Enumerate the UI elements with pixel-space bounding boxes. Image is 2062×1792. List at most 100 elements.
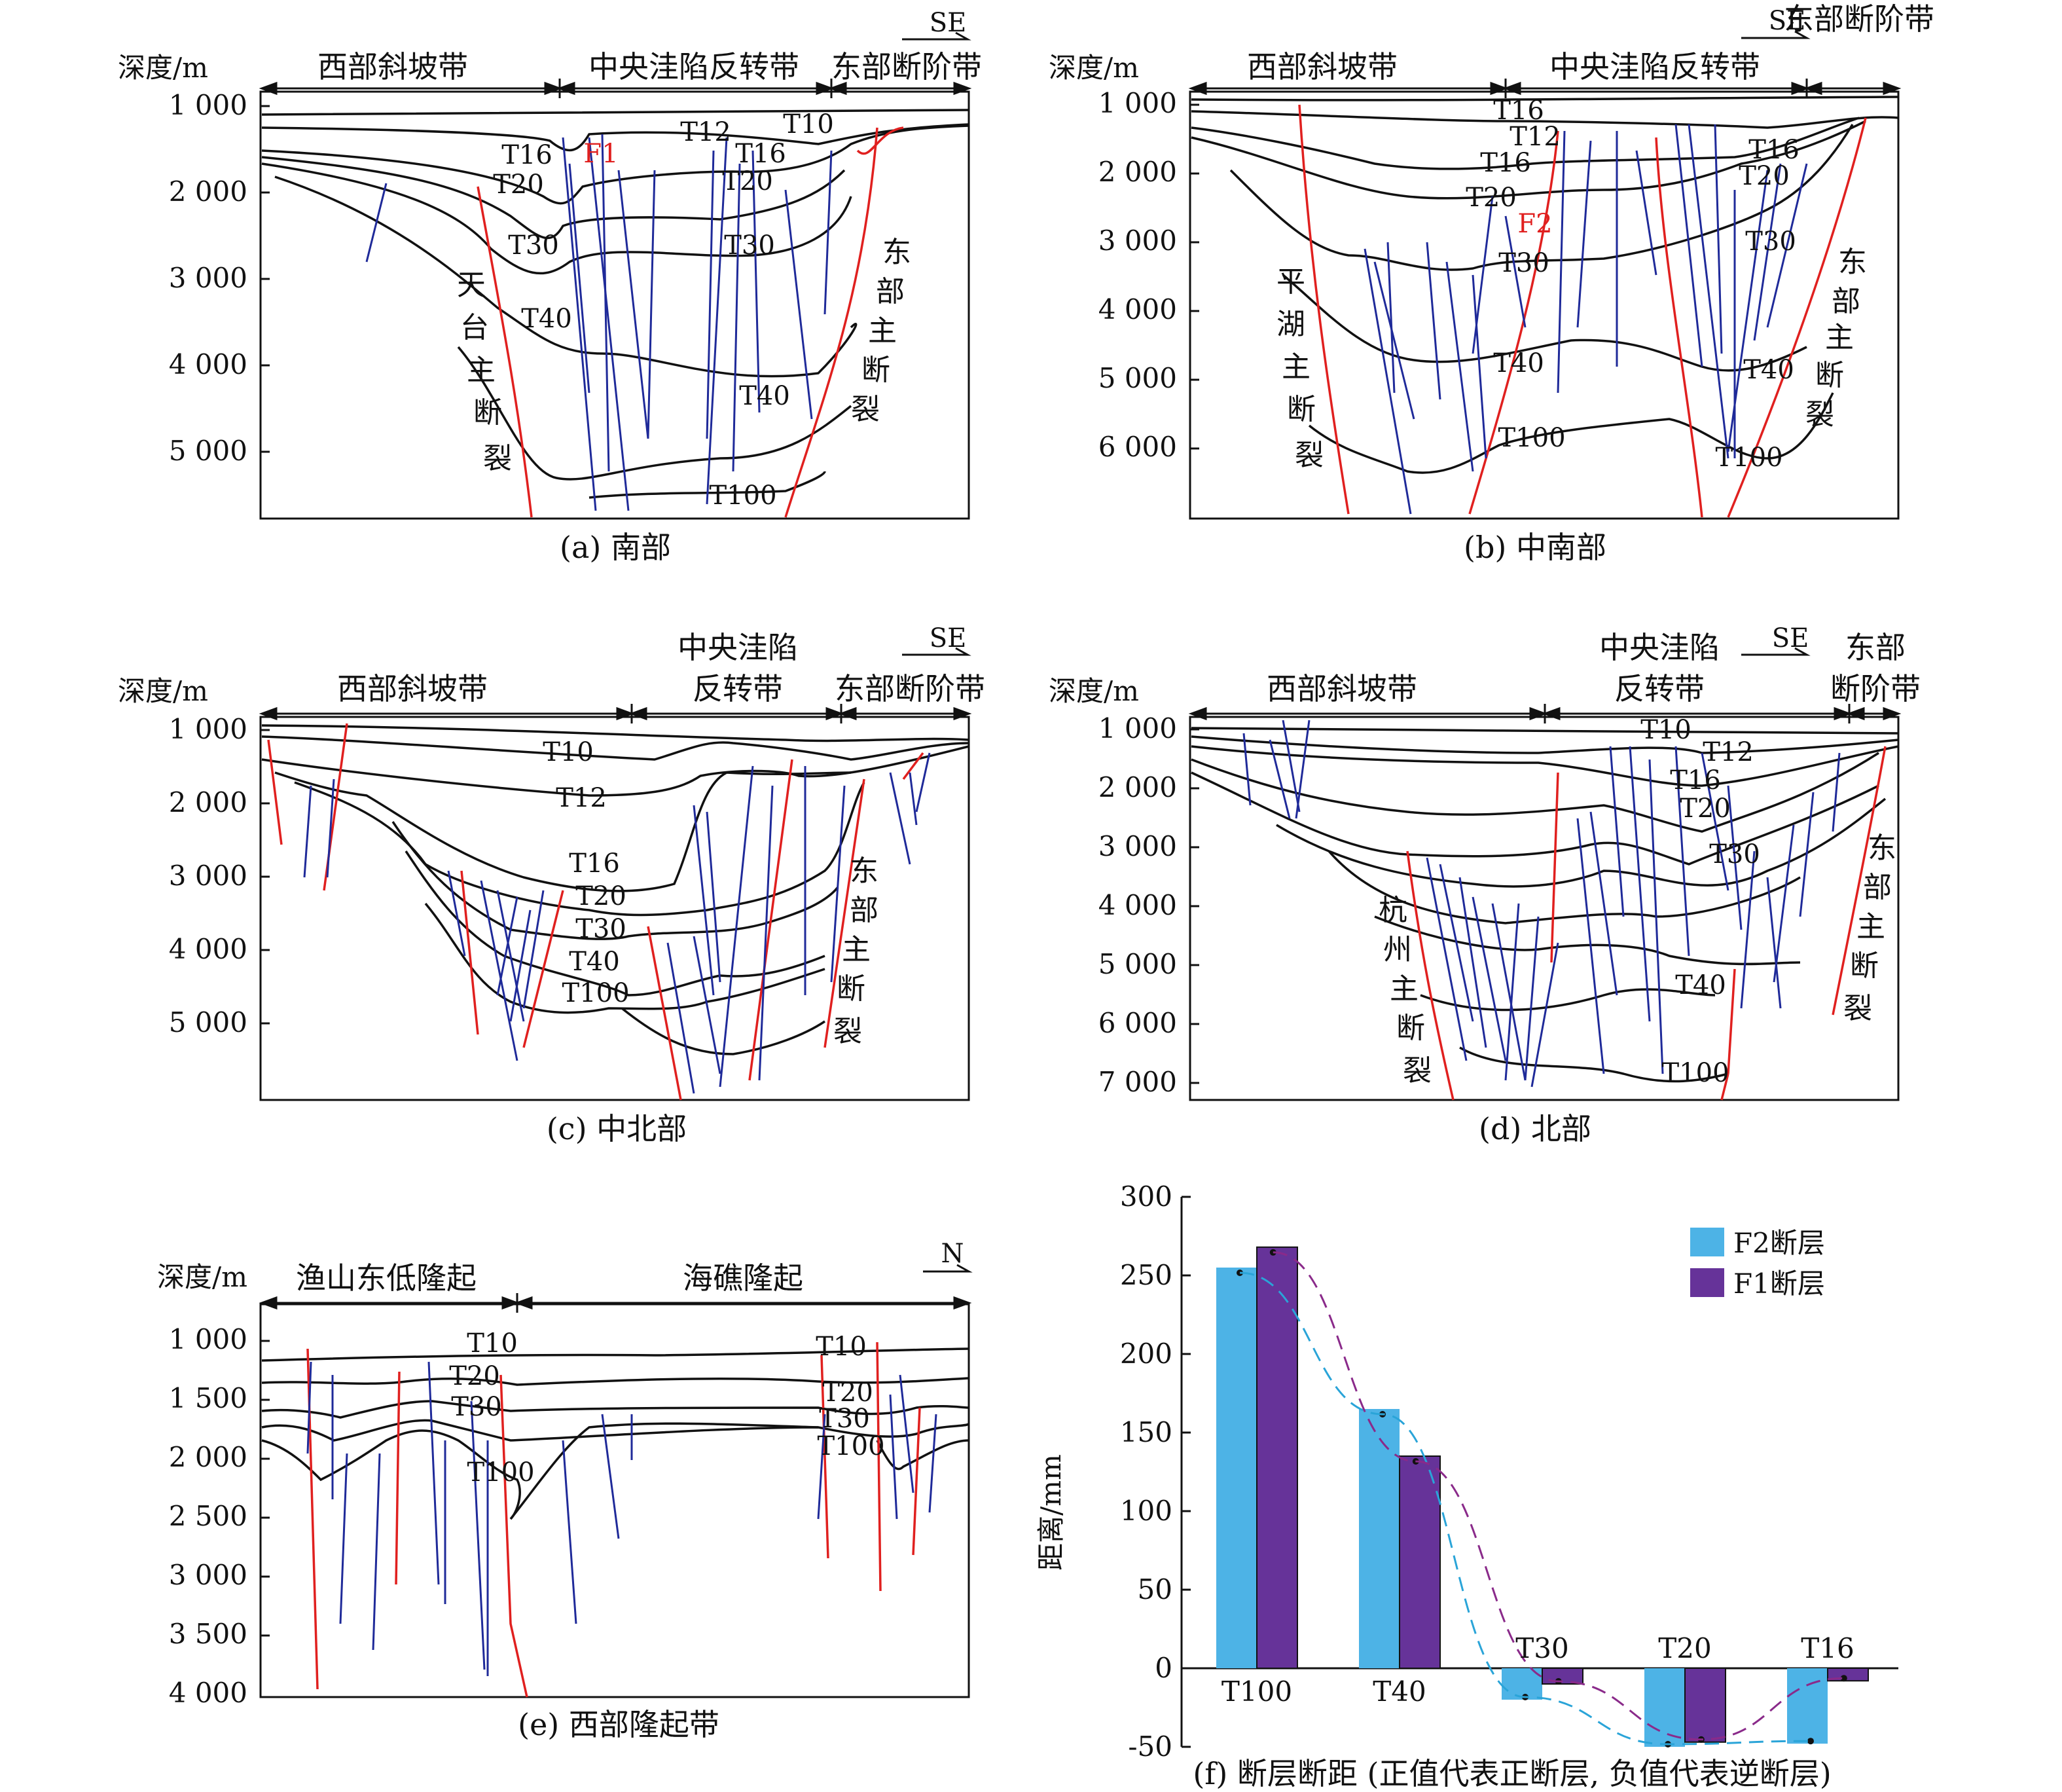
panel-b-depth-tick: 3 000 <box>1098 225 1177 257</box>
panel-a-horizon-label: T20 <box>493 170 544 200</box>
panel-a-horizon-label: T30 <box>724 230 775 261</box>
panel-d-main-fault-label-west: 杭 州 主 断 裂 <box>1379 894 1432 1088</box>
panel-c-main-fault-char: 主 <box>842 933 871 966</box>
panel-a-direction: SE <box>930 8 967 38</box>
panel-e-horizon-label: T30 <box>451 1392 502 1422</box>
chart-f-category-label: T100 <box>1221 1675 1292 1708</box>
panel-c-horizon-label: T30 <box>575 914 626 944</box>
panel-b-main-fault-char: 主 <box>1282 350 1311 384</box>
panel-d-main-fault-char: 州 <box>1383 933 1412 966</box>
panel-d-main-fault-char: 裂 <box>1403 1054 1432 1088</box>
chart-f-ylabel: 距离/mm <box>1035 1454 1067 1571</box>
chart-f-caption: (f) 断层断距 (正值代表正断层, 负值代表逆断层) <box>1193 1756 1831 1791</box>
panel-d-main-fault-char: 杭 <box>1379 894 1407 927</box>
panel-c-horizon-label: T100 <box>562 978 629 1008</box>
panel-c-region-central-line: 反转带 <box>693 671 783 706</box>
panel-a-horizon-label: T100 <box>709 481 776 511</box>
panel-e-direction-arrow <box>923 1264 973 1273</box>
panel-c-ylabel: 深度/m <box>118 675 208 707</box>
panel-b-horizons <box>1191 96 1899 474</box>
panel-c-main-fault-char: 东 <box>850 854 878 888</box>
panel-c-region-bar <box>259 704 972 723</box>
panel-a-horizon-label: T16 <box>501 140 552 170</box>
panel-d-ticks <box>1190 728 1199 1084</box>
panel-d-depth-tick: 5 000 <box>1098 948 1177 980</box>
panel-a-horizons <box>261 109 969 499</box>
panel-b-region-west: 西部斜坡带 <box>1247 49 1398 84</box>
panel-f-chart: 距离/mm -50 0 50 100 150 200 250 300 T100 T40 T30 T2… <box>1035 1180 1898 1791</box>
panel-e-depth-tick: 2 500 <box>169 1500 247 1532</box>
panel-c-main-fault-label-east: 东 部 主 断 裂 <box>833 854 878 1048</box>
panel-e-direction: N <box>941 1239 964 1269</box>
panel-a-depth-tick: 4 000 <box>169 348 247 380</box>
panel-a-main-fault-char: 主 <box>868 314 897 348</box>
panel-a-main-fault-char: 主 <box>467 354 496 387</box>
panel-d-region-east-line: 东部 <box>1845 630 1906 665</box>
panel-a-minor-faults <box>365 134 833 511</box>
panel-b-fault-label-f2: F2 <box>1517 209 1552 239</box>
panel-b-ticks <box>1190 103 1199 450</box>
panel-c-horizon-label: T10 <box>543 737 594 767</box>
panel-b-direction: SE <box>1769 6 1806 36</box>
panel-e-depth-tick: 1 500 <box>169 1382 247 1414</box>
panel-b-main-fault-char: 断 <box>1287 393 1316 426</box>
panel-b-horizon-label: T16 <box>1748 135 1800 165</box>
panel-c-direction-arrow <box>902 647 971 656</box>
panel-a-ylabel: 深度/m <box>118 52 208 84</box>
panel-a-direction-arrow <box>902 31 971 41</box>
chart-f-category-label: T16 <box>1801 1632 1854 1664</box>
panel-e-horizon-label: T100 <box>817 1431 884 1461</box>
chart-f-bars <box>1216 1246 1869 1747</box>
panel-d-region-central-line: 反转带 <box>1614 671 1705 706</box>
chart-f-bar-f2 <box>1216 1268 1257 1668</box>
panel-a-main-faults <box>477 126 904 518</box>
panel-c: 深度/m 1 000 2 000 3 000 4 000 5 000 西部斜坡带… <box>118 623 985 1146</box>
panel-d-direction-arrow <box>1741 647 1811 656</box>
panel-c-horizon-label: T16 <box>569 849 620 879</box>
chart-f-ytick-label: 250 <box>1120 1259 1172 1291</box>
panel-e-depth-tick: 3 500 <box>169 1618 247 1650</box>
panel-d-main-fault-label-east: 东 部 主 断 裂 <box>1843 832 1896 1025</box>
panel-c-main-fault-char: 部 <box>850 894 878 927</box>
panel-a-depth-tick: 5 000 <box>169 435 247 467</box>
panel-b-main-fault-char: 湖 <box>1276 308 1305 341</box>
panel-b-main-fault-label-west: 平 湖 主 断 裂 <box>1276 265 1324 472</box>
panel-a-main-fault-char: 断 <box>473 396 502 430</box>
chart-f-legend-label: F2断层 <box>1733 1227 1825 1259</box>
panel-a-horizon-label: T30 <box>508 230 559 261</box>
panel-d-depth-tick: 7 000 <box>1098 1066 1177 1098</box>
panel-a: 深度/m 1 000 2 000 3 000 4 000 5 000 西部斜坡带… <box>118 8 982 565</box>
panel-e-ticks <box>261 1340 270 1637</box>
chart-f-legend-swatch <box>1690 1228 1724 1256</box>
chart-f-ytick-label: 0 <box>1155 1652 1172 1684</box>
panel-b-main-fault-char: 裂 <box>1805 398 1834 431</box>
panel-d-minor-faults <box>1242 720 1841 1088</box>
panel-b-minor-faults <box>1364 124 1808 515</box>
chart-f-trend-curve-f2 <box>1239 1271 1811 1746</box>
panel-d-region-west: 西部斜坡带 <box>1267 671 1417 706</box>
panel-d-ylabel: 深度/m <box>1049 675 1139 707</box>
chart-f-legend: F2断层 F1断层 <box>1690 1227 1825 1300</box>
panel-c-horizon-label: T20 <box>575 881 626 911</box>
panel-b: 深度/m 1 000 2 000 3 000 4 000 5 000 6 000… <box>1049 1 1934 565</box>
panel-e-depth-tick: 4 000 <box>169 1677 247 1709</box>
panel-c-depth-tick: 3 000 <box>169 860 247 892</box>
panel-a-main-fault-label-west: 天 台 主 断 裂 <box>457 268 512 475</box>
panel-a-horizon-label: T10 <box>783 109 834 139</box>
panel-d-main-fault-char: 部 <box>1863 871 1892 904</box>
panel-a-main-fault-char: 裂 <box>483 442 512 475</box>
chart-f-bar-f2 <box>1644 1668 1685 1747</box>
panel-b-horizon-label: T20 <box>1739 161 1790 191</box>
panel-c-region-west: 西部斜坡带 <box>337 671 488 706</box>
panel-b-frame <box>1189 90 1900 520</box>
panel-b-main-fault-label-east: 东 部 主 断 裂 <box>1805 246 1867 431</box>
panel-c-caption: (c) 中北部 <box>547 1111 687 1146</box>
panel-b-depth-tick: 1 000 <box>1098 87 1177 119</box>
chart-f-ytick-label: 200 <box>1120 1338 1172 1370</box>
panel-d-horizon-label: T10 <box>1640 715 1691 745</box>
panel-a-main-fault-char: 部 <box>876 275 905 308</box>
panel-a-region-east: 东部断阶带 <box>831 49 982 84</box>
panel-a-main-fault-char: 天 <box>457 268 486 302</box>
panel-c-frame <box>259 716 970 1101</box>
panel-a-region-west: 西部斜坡带 <box>317 49 468 84</box>
